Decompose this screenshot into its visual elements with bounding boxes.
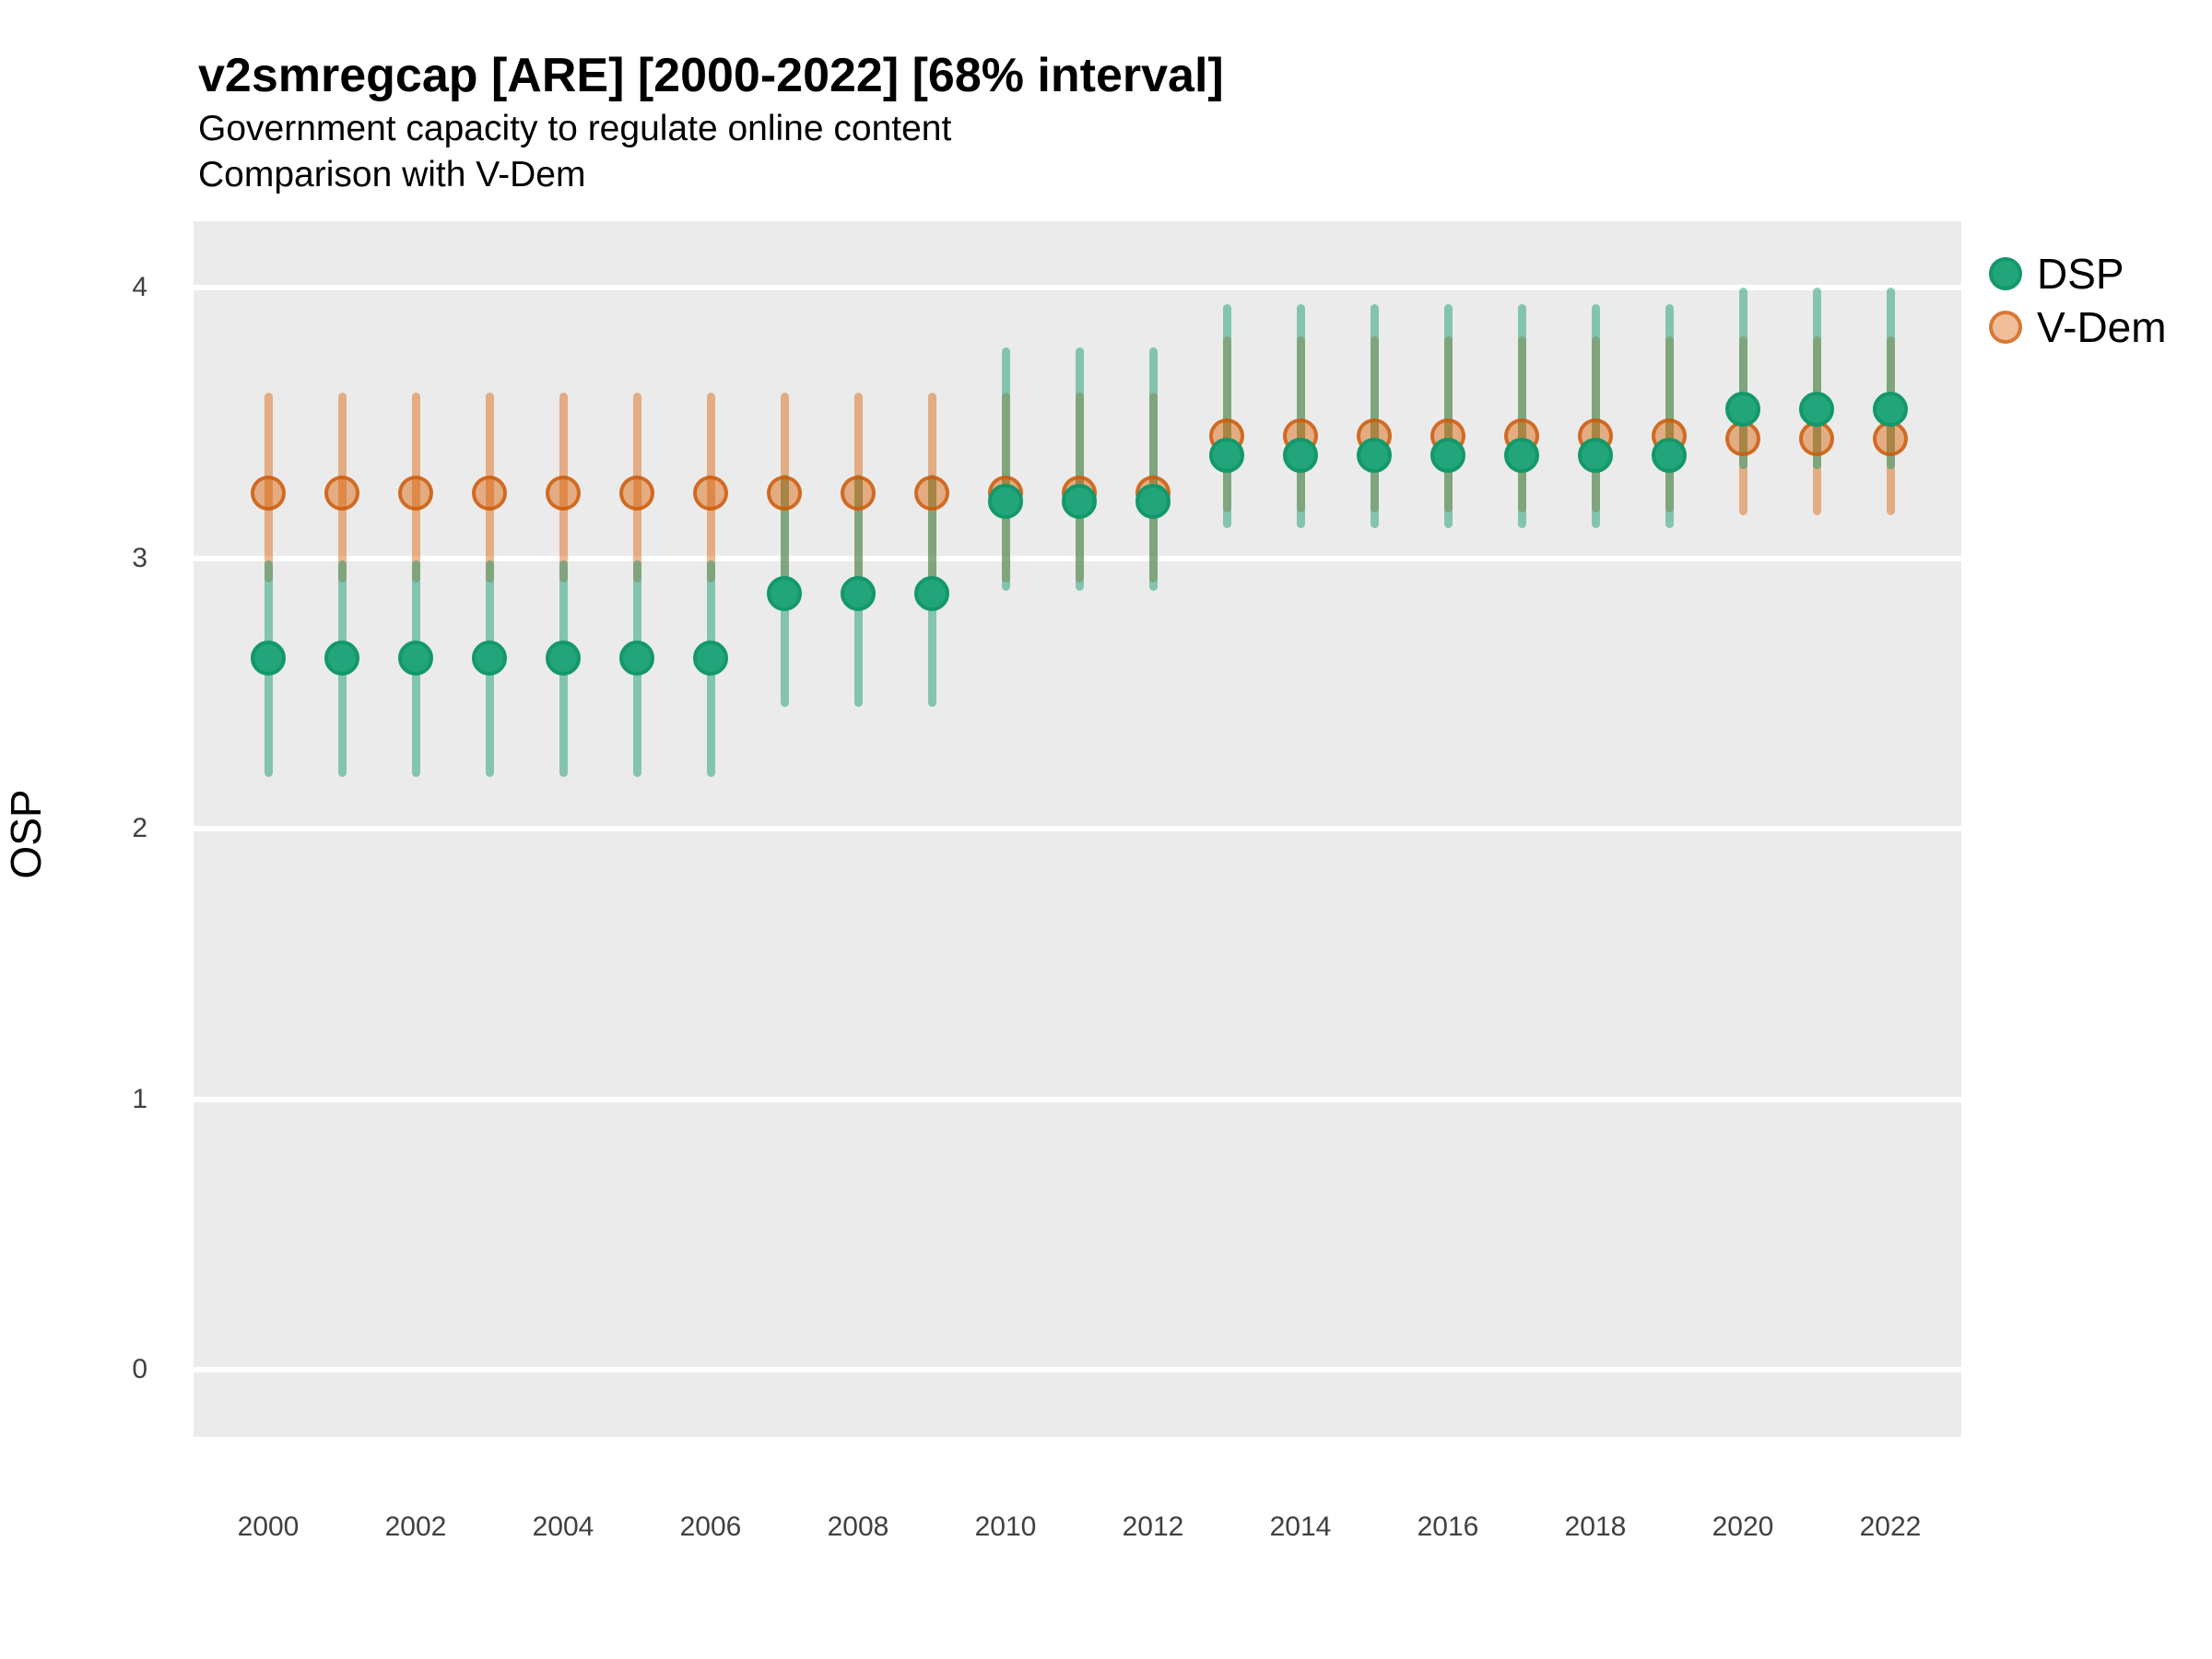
dsp-legend-swatch-icon	[1989, 257, 2022, 290]
dsp-point-2006	[693, 641, 728, 677]
y-axis-title: OSP	[2, 789, 50, 879]
legend-item-vdem: V-Dem	[1989, 300, 2167, 354]
chart-subtitle-line1: Government capacity to regulate online c…	[198, 109, 952, 148]
x-tick-label-2008: 2008	[827, 1512, 889, 1542]
legend-label-dsp: DSP	[2037, 250, 2124, 298]
dsp-point-2013	[1209, 437, 1244, 473]
x-tick-label-2000: 2000	[237, 1512, 300, 1542]
dsp-interval-bar-2010	[1001, 347, 1010, 591]
dsp-point-2008	[841, 575, 876, 611]
x-tick-label-2010: 2010	[974, 1512, 1037, 1542]
x-tick-label-2012: 2012	[1122, 1512, 1184, 1542]
dsp-point-2021	[1799, 392, 1834, 428]
y-tick-label-0: 0	[132, 1354, 147, 1384]
x-tick-label-2004: 2004	[532, 1512, 594, 1542]
gridline-y-4	[194, 285, 1961, 290]
dsp-interval-bar-2012	[1148, 347, 1158, 591]
dsp-point-2002	[398, 641, 433, 677]
dsp-interval-bar-2018	[1591, 303, 1600, 529]
dsp-point-2009	[914, 575, 949, 611]
dsp-point-2018	[1578, 437, 1613, 473]
x-tick-label-2018: 2018	[1564, 1512, 1627, 1542]
dsp-point-2010	[988, 483, 1023, 519]
dsp-interval-bar-2017	[1517, 303, 1526, 529]
dsp-point-2019	[1652, 437, 1687, 473]
vdem-point-2020	[1725, 421, 1760, 457]
dsp-interval-bar-2015	[1370, 303, 1379, 529]
x-tick-label-2002: 2002	[384, 1512, 447, 1542]
chart-title: v2smregcap [ARE] [2000-2022] [68% interv…	[198, 49, 1224, 102]
dsp-interval-bar-2021	[1812, 288, 1821, 469]
x-tick-label-2022: 2022	[1859, 1512, 1922, 1542]
vdem-point-2005	[619, 476, 654, 512]
vdem-point-2003	[472, 476, 507, 512]
x-tick-label-2016: 2016	[1417, 1512, 1479, 1542]
vdem-point-2007	[767, 476, 802, 512]
dsp-interval-bar-2020	[1738, 288, 1747, 469]
legend-label-vdem: V-Dem	[2037, 303, 2167, 351]
vdem-point-2004	[546, 476, 581, 512]
chart-subtitle-line2: Comparison with V-Dem	[198, 155, 586, 194]
dsp-point-2005	[619, 641, 654, 677]
dsp-interval-bar-2013	[1222, 303, 1231, 529]
x-tick-label-2006: 2006	[679, 1512, 742, 1542]
gridline-y-2	[194, 826, 1961, 831]
vdem-point-2000	[251, 476, 286, 512]
dsp-point-2000	[251, 641, 286, 677]
vdem-point-2021	[1799, 421, 1834, 457]
dsp-point-2012	[1135, 483, 1171, 519]
dsp-interval-bar-2022	[1886, 288, 1895, 469]
legend-item-dsp: DSP	[1989, 247, 2167, 300]
vdem-legend-swatch-icon	[1989, 311, 2022, 344]
vdem-point-2009	[914, 476, 949, 512]
gridline-y-0	[194, 1367, 1961, 1372]
x-tick-label-2020: 2020	[1712, 1512, 1774, 1542]
gridline-y-1	[194, 1096, 1961, 1102]
x-tick-label-2014: 2014	[1269, 1512, 1332, 1542]
dsp-interval-bar-2011	[1075, 347, 1084, 591]
dsp-point-2007	[767, 575, 802, 611]
vdem-point-2006	[693, 476, 728, 512]
dsp-point-2020	[1725, 392, 1760, 428]
vdem-point-2008	[841, 476, 876, 512]
vdem-point-2002	[398, 476, 433, 512]
dsp-interval-bar-2019	[1665, 303, 1674, 529]
dsp-point-2004	[546, 641, 581, 677]
y-tick-label-4: 4	[132, 272, 147, 302]
dsp-interval-bar-2016	[1443, 303, 1453, 529]
dsp-interval-bar-2014	[1296, 303, 1305, 529]
plot-panel	[194, 221, 1961, 1437]
dsp-point-2022	[1873, 392, 1908, 428]
dsp-point-2011	[1062, 483, 1097, 519]
y-tick-label-3: 3	[132, 542, 147, 573]
dsp-point-2015	[1357, 437, 1392, 473]
vdem-point-2001	[324, 476, 359, 512]
dsp-point-2001	[324, 641, 359, 677]
legend: DSP V-Dem	[1989, 247, 2167, 354]
dsp-point-2017	[1504, 437, 1539, 473]
vdem-point-2022	[1873, 421, 1908, 457]
y-tick-label-1: 1	[132, 1083, 147, 1114]
y-tick-label-2: 2	[132, 813, 147, 843]
dsp-point-2014	[1283, 437, 1318, 473]
dsp-point-2016	[1430, 437, 1465, 473]
dsp-point-2003	[472, 641, 507, 677]
